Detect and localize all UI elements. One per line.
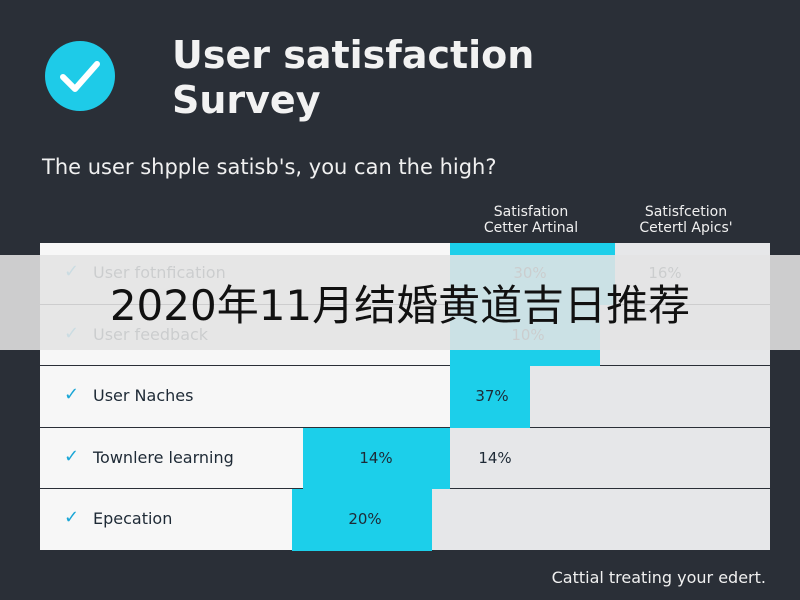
cell-value: 14%	[359, 448, 393, 467]
cyan-cell	[292, 489, 432, 551]
check-icon	[45, 41, 115, 111]
row-label: Epecation	[93, 509, 173, 529]
column-header: Satisfation Cetter Artinal	[483, 204, 579, 236]
title-line: User satisfaction	[172, 33, 535, 77]
cyan-cell	[450, 366, 530, 428]
cell-value: 37%	[475, 387, 509, 406]
column-header: Satisfcetion Cetertl Apics'	[639, 204, 733, 236]
check: ✓	[64, 445, 80, 467]
row-label: User Naches	[93, 386, 194, 406]
cyan-cell	[303, 427, 450, 490]
banner: 2020年11月结婚黄道吉日推荐	[0, 255, 800, 350]
footer: Cattial treating your edert.	[551, 568, 766, 587]
cell-value: 20%	[348, 510, 382, 529]
check: ✓	[64, 507, 80, 529]
row-bg-left	[40, 366, 450, 427]
check: ✓	[64, 384, 80, 406]
row-label: Townlere learning	[93, 447, 234, 467]
row-bg-left	[40, 427, 303, 489]
cell-value: 14%	[478, 448, 512, 467]
row-bg-left	[40, 489, 292, 550]
subtitle: The user shpple satisb's, you can the hi…	[42, 155, 497, 179]
title-line: Survey	[172, 78, 321, 122]
